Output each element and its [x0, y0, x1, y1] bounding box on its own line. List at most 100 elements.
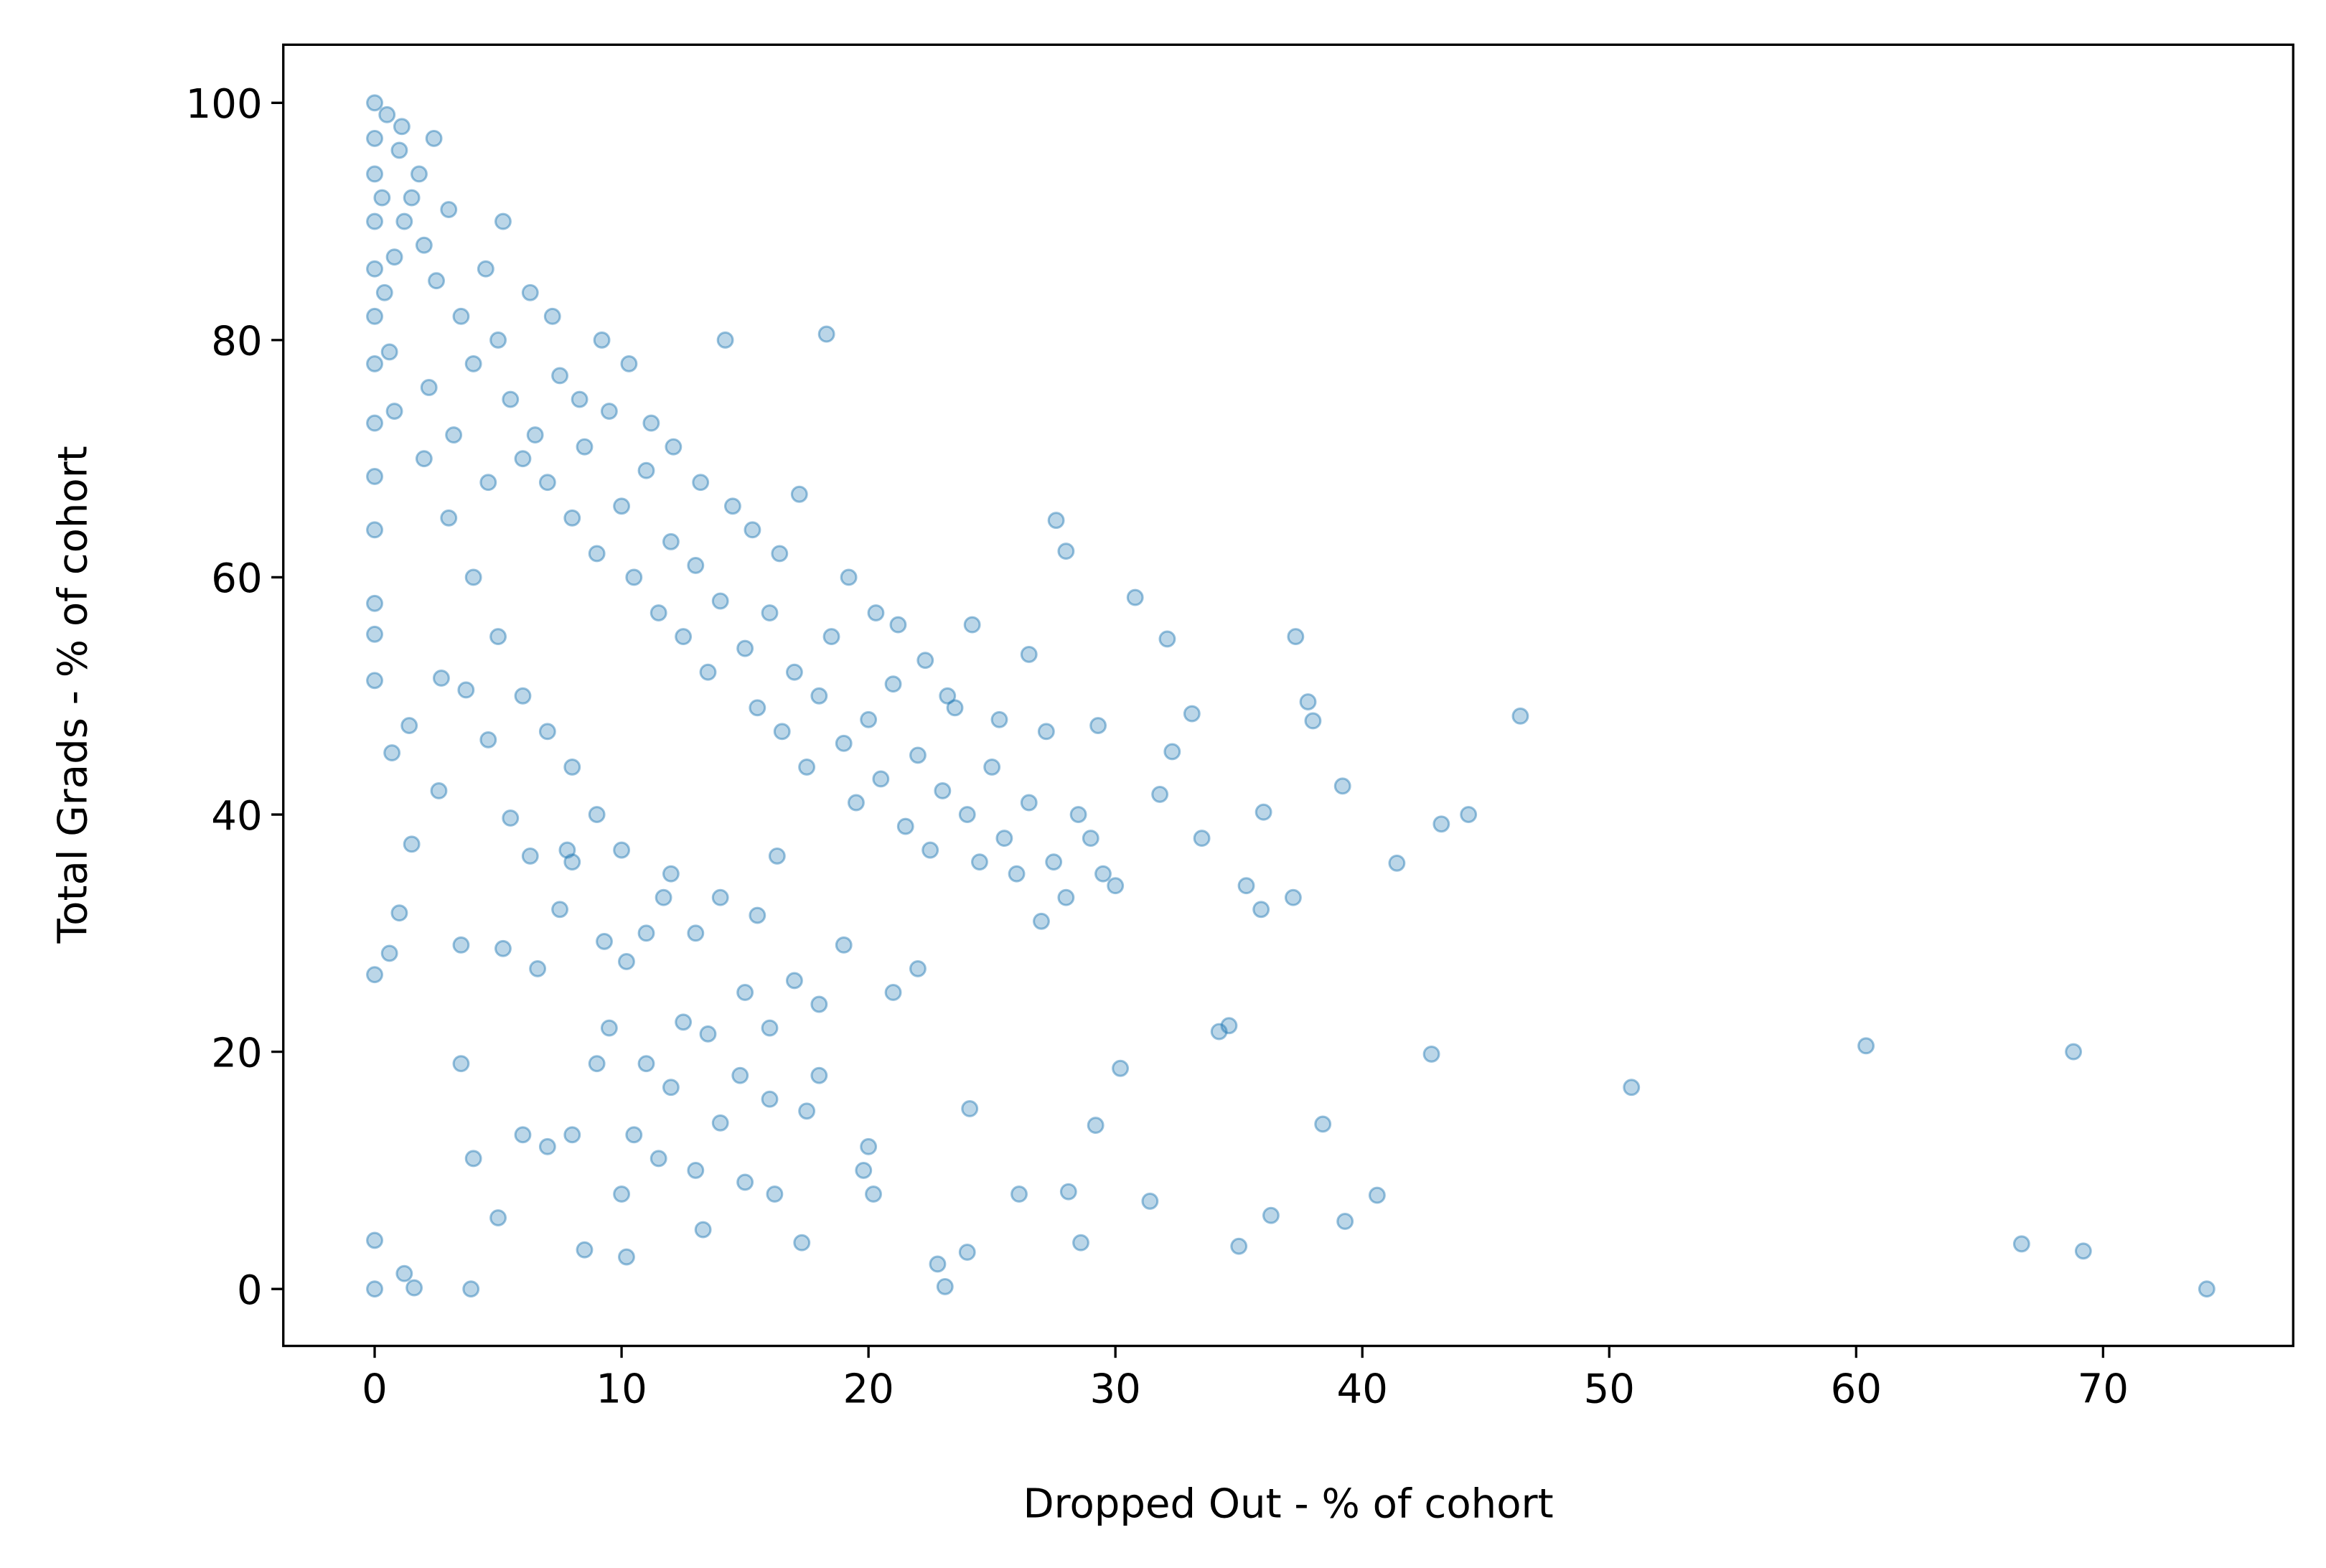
point: [415, 236, 433, 254]
point: [692, 474, 710, 492]
point: [946, 699, 964, 717]
point: [1193, 830, 1211, 848]
point: [1284, 888, 1302, 906]
point: [687, 1161, 705, 1179]
point: [378, 105, 396, 123]
point: [618, 953, 635, 970]
point: [440, 201, 458, 219]
point: [889, 616, 907, 634]
point: [1151, 785, 1169, 803]
point: [366, 414, 383, 432]
point: [373, 189, 391, 207]
point: [600, 1019, 618, 1037]
point: [576, 1241, 594, 1259]
point: [366, 1231, 383, 1249]
point: [1082, 830, 1099, 848]
point: [699, 1025, 717, 1043]
point: [847, 794, 865, 812]
x-tick-label: 40: [1337, 1366, 1388, 1412]
point: [514, 1126, 532, 1144]
point: [380, 343, 398, 361]
point: [699, 663, 717, 681]
point: [477, 260, 494, 278]
x-tick-label: 50: [1584, 1366, 1635, 1412]
point: [1460, 806, 1478, 823]
point: [411, 165, 428, 183]
point: [551, 901, 569, 919]
point: [817, 325, 835, 343]
point: [793, 1234, 811, 1252]
point: [761, 604, 779, 621]
point: [375, 283, 393, 301]
point: [613, 841, 631, 859]
point: [749, 699, 766, 717]
point: [860, 1137, 878, 1155]
point: [1262, 1206, 1280, 1224]
point: [637, 461, 655, 479]
point: [366, 355, 383, 372]
point: [428, 272, 445, 290]
point: [390, 141, 408, 159]
point: [543, 307, 561, 325]
point: [1107, 877, 1125, 895]
point: [1033, 912, 1050, 930]
point: [1511, 707, 1529, 725]
y-tick-label: 0: [237, 1267, 263, 1314]
point: [625, 1126, 643, 1144]
point: [790, 485, 808, 503]
point: [479, 731, 497, 748]
point: [366, 1280, 383, 1298]
point: [489, 1209, 507, 1226]
point: [995, 830, 1013, 848]
point: [1368, 1186, 1386, 1204]
point: [1220, 1017, 1238, 1035]
point: [936, 1277, 954, 1295]
point: [593, 331, 611, 349]
point: [502, 809, 520, 827]
point: [588, 806, 606, 823]
point: [502, 390, 520, 408]
point: [867, 604, 885, 621]
point: [494, 939, 512, 957]
point: [1333, 777, 1351, 795]
point: [366, 521, 383, 539]
point: [366, 625, 383, 643]
x-axis-label: Dropped Out - % of cohort: [1023, 1480, 1553, 1527]
point: [366, 307, 383, 325]
point: [1069, 806, 1087, 823]
point: [464, 355, 482, 372]
point: [771, 545, 789, 563]
point: [393, 118, 411, 136]
point: [620, 355, 638, 372]
point: [1255, 803, 1272, 821]
point: [385, 403, 403, 420]
point: [916, 652, 934, 670]
point: [366, 165, 383, 183]
point: [403, 189, 421, 207]
point: [934, 782, 952, 799]
point: [1158, 630, 1176, 648]
point: [694, 1221, 712, 1239]
point: [884, 984, 902, 1001]
point: [1072, 1234, 1089, 1252]
point: [366, 468, 383, 485]
point: [403, 835, 421, 853]
point: [1422, 1045, 1440, 1063]
point: [687, 924, 705, 942]
y-tick-label: 40: [211, 793, 262, 840]
point: [1045, 853, 1063, 871]
point: [785, 663, 803, 681]
point: [462, 1280, 480, 1298]
point: [618, 1248, 635, 1266]
point: [798, 758, 816, 776]
point: [1037, 723, 1055, 741]
point: [711, 592, 729, 610]
point: [768, 847, 786, 865]
point: [958, 1244, 976, 1261]
point: [761, 1019, 779, 1037]
point: [736, 1173, 754, 1191]
point: [822, 628, 840, 646]
point: [840, 568, 858, 586]
point: [662, 865, 680, 883]
point: [1089, 717, 1107, 735]
